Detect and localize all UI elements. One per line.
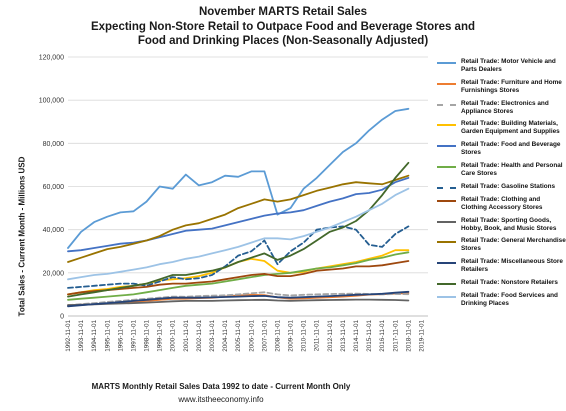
legend-label: Retail Trade: Furniture and Home Furnish…: [461, 78, 562, 94]
legend-item: Retail Trade: Food Services and Drinking…: [437, 292, 566, 308]
chart-title-line-2: Expecting Non-Store Retail to Outpace Fo…: [90, 20, 476, 33]
x-tick-label: 2002-11-01: [196, 320, 203, 352]
legend-swatch: [437, 62, 456, 64]
series-line-7: [67, 225, 410, 289]
legend-label: Retail Trade: Miscellaneous Store Retail…: [461, 258, 563, 274]
chart-title-line-1: November MARTS Retail Sales: [198, 6, 368, 18]
legend-label: Retail Trade: Food and Beverage Stores: [461, 141, 561, 157]
x-tick-label: 2003-11-01: [209, 320, 216, 352]
series-line-12: [67, 161, 410, 298]
legend-swatch: [437, 145, 456, 148]
legend-label: Retail Trade: Building Materials, Garden…: [461, 120, 560, 136]
x-tick-label: 1997-11-01: [130, 320, 137, 352]
legend-item: Retail Trade: Sporting Goods, Hobby, Boo…: [437, 217, 566, 233]
y-tick-label: 40,000: [43, 227, 65, 234]
legend-swatch: [437, 166, 456, 169]
legend-swatch: [437, 241, 456, 244]
legend-item: Retail Trade: Furniture and Home Furnish…: [437, 79, 566, 95]
chart-legend: Retail Trade: Motor Vehicle and Parts De…: [437, 58, 566, 313]
legend-label: Retail Trade: Nonstore Retailers: [461, 279, 558, 287]
legend-item: Retail Trade: Nonstore Retailers: [437, 279, 566, 287]
x-tick-label: 2009-11-01: [288, 320, 295, 352]
x-tick-label: 2011-11-01: [314, 320, 321, 352]
x-tick-label: 2012-11-01: [327, 320, 334, 352]
series-line-5: [67, 176, 410, 253]
x-tick-label: 2013-11-01: [340, 320, 347, 352]
legend-swatch: [437, 220, 456, 223]
legend-swatch: [437, 199, 456, 202]
legend-item: Retail Trade: Clothing and Clothing Acce…: [437, 196, 566, 212]
chart-title: November MARTS Retail Sales Expecting No…: [0, 5, 566, 49]
y-tick-label: 20,000: [43, 270, 65, 277]
x-tick-label: 1993-11-01: [78, 320, 85, 352]
legend-label: Retail Trade: Sporting Goods, Hobby, Boo…: [461, 216, 557, 232]
x-tick-label: 2019-11-01: [418, 320, 425, 352]
series-line-9: [67, 298, 410, 307]
legend-swatch: [437, 82, 456, 85]
series-line-10: [67, 174, 410, 263]
x-tick-label: 2007-11-01: [261, 320, 268, 352]
data-source-note: MARTS Monthly Retail Sales Data 1992 to …: [91, 382, 351, 391]
legend-swatch: [437, 262, 456, 265]
x-tick-label: 2001-11-01: [183, 320, 190, 352]
series-line-13: [67, 187, 410, 281]
legend-item: Retail Trade: Gasoline Stations: [437, 183, 566, 191]
legend-label: Retail Trade: Motor Vehicle and Parts De…: [461, 58, 556, 73]
legend-item: Retail Trade: Building Materials, Garden…: [437, 120, 566, 136]
chart-title-line-3: Food and Drinking Places (Non-Seasonally…: [137, 35, 429, 47]
y-tick-label: 0: [60, 314, 64, 321]
website-credit: www.itstheeconomy.info: [178, 395, 264, 404]
legend-label: Retail Trade: Food Services and Drinking…: [461, 291, 558, 307]
x-tick-label: 2000-11-01: [170, 320, 177, 352]
y-tick-label: 120,000: [39, 55, 64, 62]
x-tick-label: 1995-11-01: [104, 320, 111, 352]
legend-label: Retail Trade: Clothing and Clothing Acce…: [461, 195, 543, 211]
y-tick-label: 60,000: [43, 184, 65, 191]
x-tick-label: 1994-11-01: [91, 320, 98, 352]
x-tick-label: 2018-11-01: [405, 320, 412, 352]
y-tick-label: 100,000: [39, 98, 64, 105]
x-tick-label: 2005-11-01: [235, 320, 242, 352]
legend-item: Retail Trade: Electronics and Appliance …: [437, 100, 566, 116]
x-tick-label: 1992-11-01: [65, 320, 72, 352]
x-tick-label: 2016-11-01: [379, 320, 386, 352]
legend-swatch: [437, 103, 456, 106]
legend-swatch: [437, 295, 456, 298]
legend-label: Retail Trade: Health and Personal Care S…: [461, 162, 563, 177]
legend-item: Retail Trade: Motor Vehicle and Parts De…: [437, 58, 566, 74]
y-tick-label: 80,000: [43, 141, 65, 148]
x-tick-label: 1999-11-01: [157, 320, 164, 352]
series-line-8: [67, 260, 410, 296]
x-tick-label: 2008-11-01: [274, 320, 281, 352]
legend-label: Retail Trade: Electronics and Appliance …: [461, 99, 549, 115]
series-line-1: [67, 107, 410, 249]
x-tick-label: 1996-11-01: [117, 320, 124, 352]
x-tick-label: 2006-11-01: [248, 320, 255, 352]
legend-swatch: [437, 186, 456, 189]
x-tick-label: 1998-11-01: [144, 320, 151, 352]
legend-item: Retail Trade: Health and Personal Care S…: [437, 162, 566, 178]
series-line-3: [67, 291, 410, 307]
legend-swatch: [437, 124, 456, 127]
legend-item: Retail Trade: General Merchandise Stores: [437, 237, 566, 253]
legend-label: Retail Trade: Gasoline Stations: [461, 182, 556, 190]
x-tick-label: 2017-11-01: [392, 320, 399, 352]
legend-item: Retail Trade: Food and Beverage Stores: [437, 141, 566, 157]
legend-swatch: [437, 283, 456, 286]
x-tick-label: 2010-11-01: [301, 320, 308, 352]
legend-label: Retail Trade: General Merchandise Stores: [461, 237, 566, 253]
series-line-11: [67, 290, 410, 308]
x-tick-label: 2015-11-01: [366, 320, 373, 352]
x-tick-label: 2014-11-01: [353, 320, 360, 352]
x-tick-label: 2004-11-01: [222, 320, 229, 352]
legend-item: Retail Trade: Miscellaneous Store Retail…: [437, 258, 566, 274]
series-line-6: [67, 251, 410, 301]
